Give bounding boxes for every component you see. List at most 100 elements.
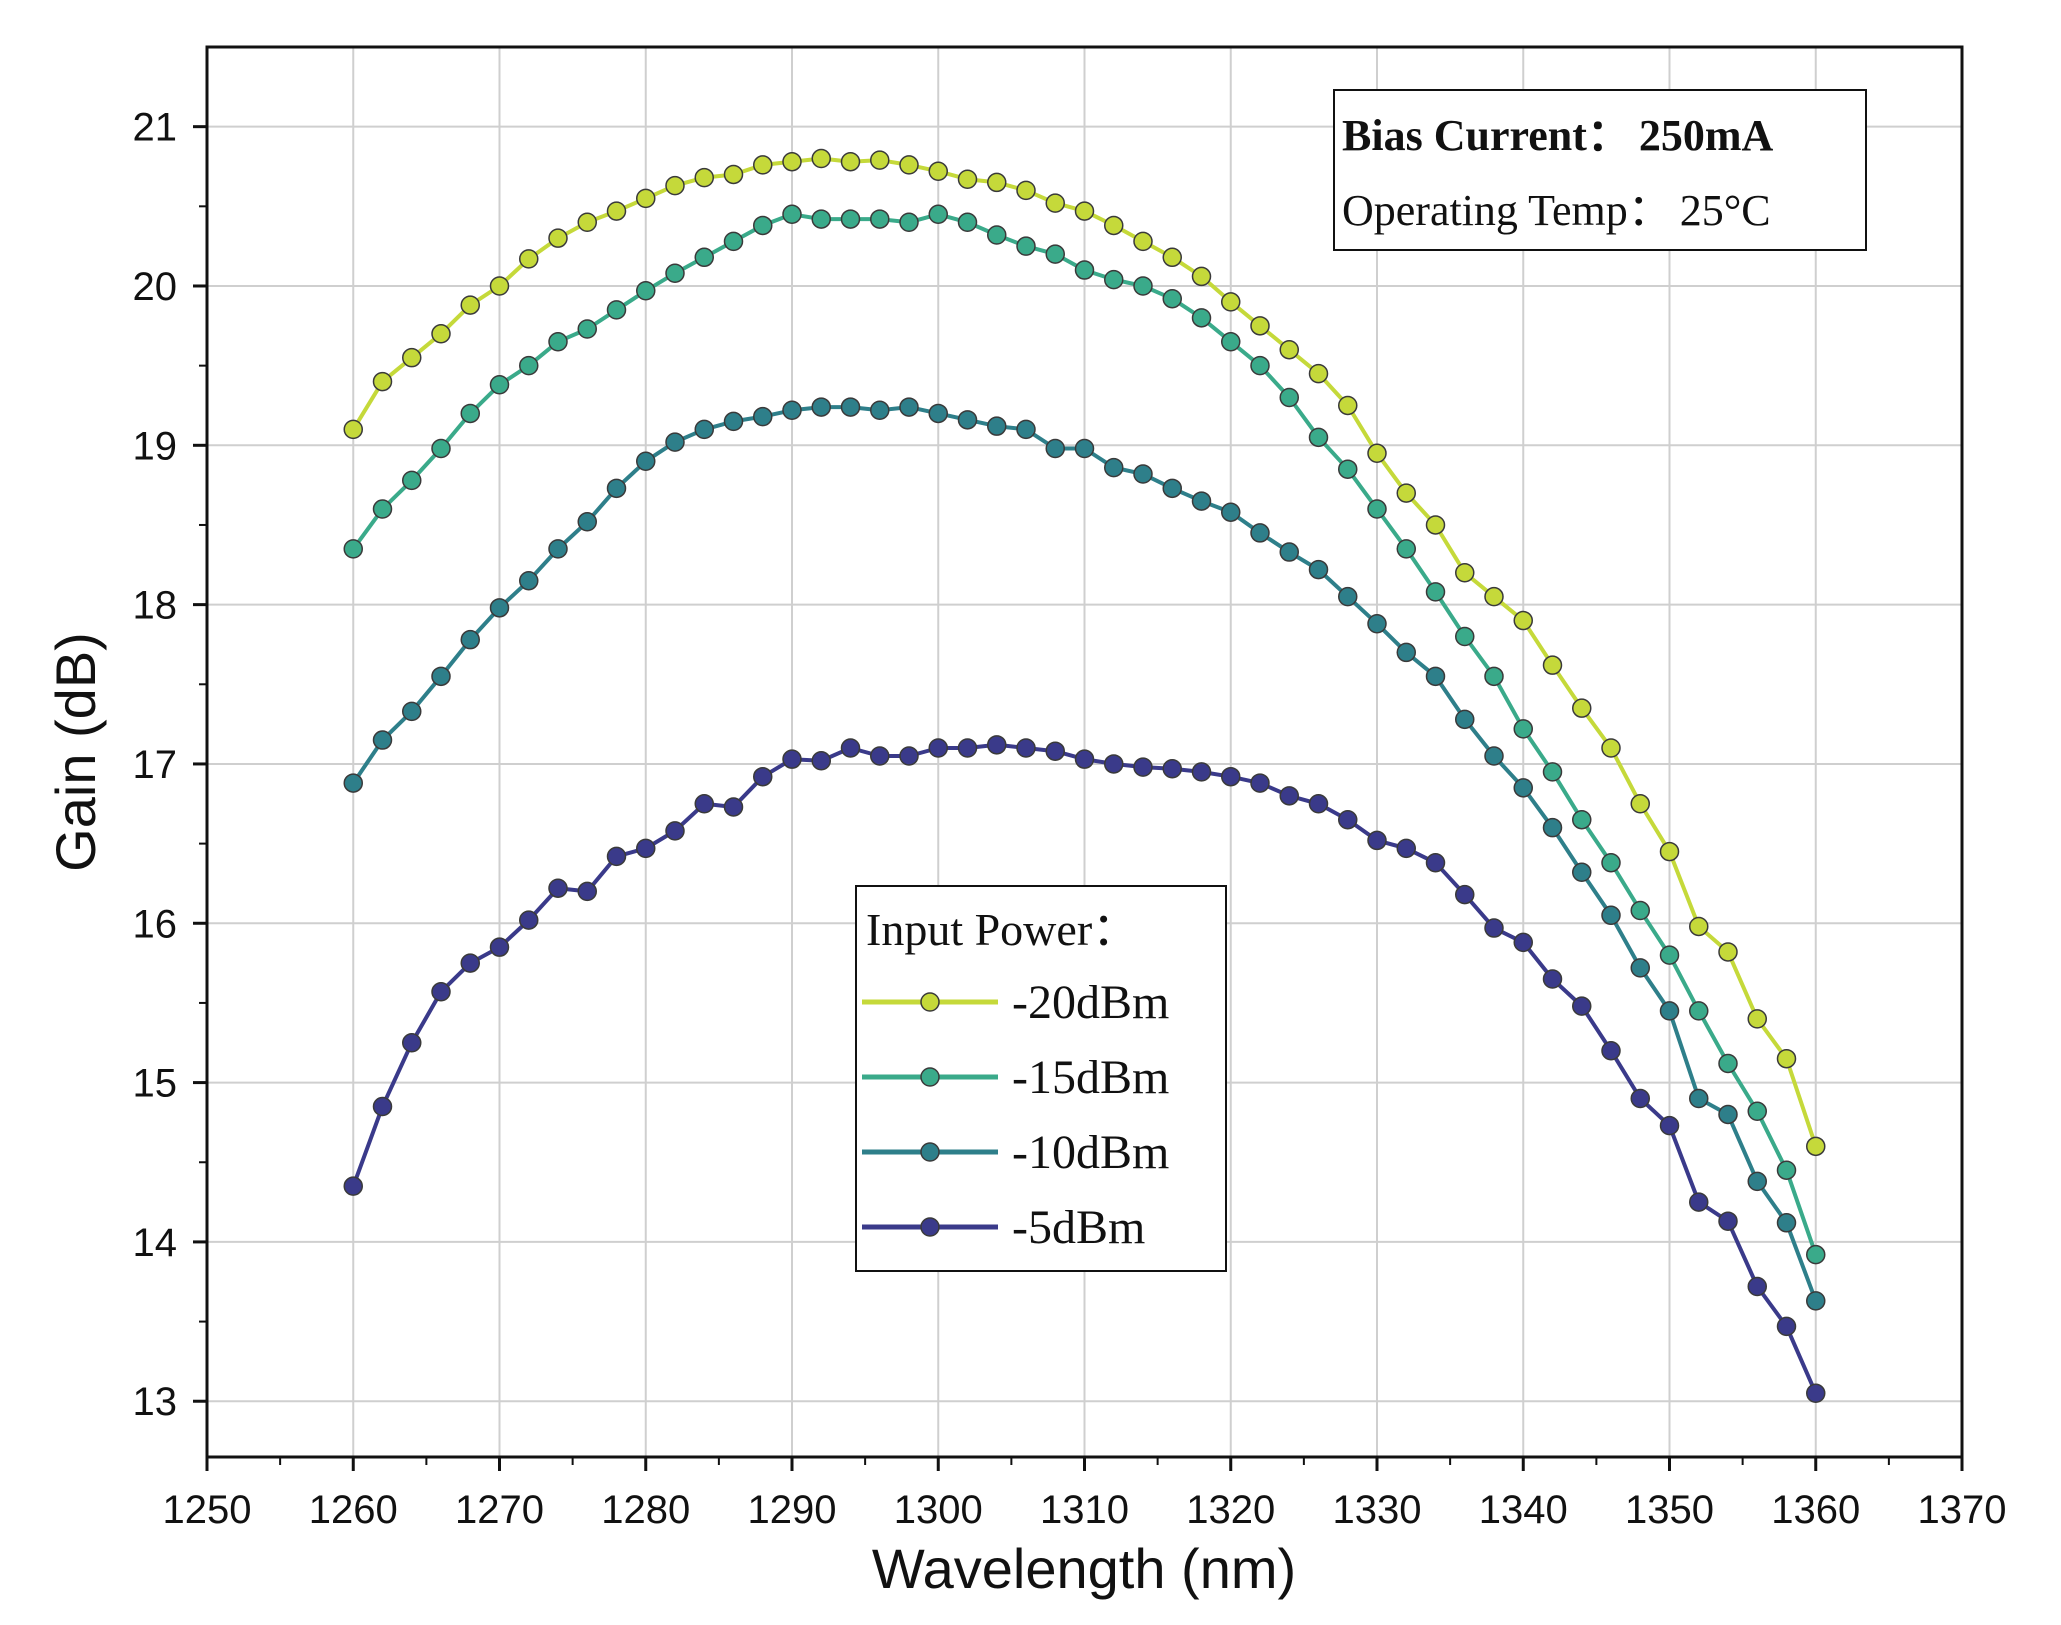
axis-ticks: 1250 1260 1270 1280 1290 1300 1310 1320 1330 1340… <box>133 106 2007 1532</box>
legend-swatch-marker <box>920 1067 940 1087</box>
data-point <box>1104 457 1124 478</box>
data-point <box>343 1176 363 1196</box>
data-point <box>431 438 451 459</box>
data-point <box>811 209 831 229</box>
data-point <box>782 151 802 172</box>
data-point <box>1776 1160 1797 1180</box>
legend: Input Power： -20dBm -15dBm -10dBm -5dBm <box>855 885 1227 1272</box>
data-point <box>431 666 451 687</box>
x-tick-label: 1290 <box>748 1488 837 1532</box>
data-point <box>1191 491 1212 511</box>
x-tick-label: 1300 <box>894 1488 983 1532</box>
data-point <box>636 281 656 301</box>
x-tick-label: 1280 <box>601 1488 690 1532</box>
operating-temp-label: Operating Temp： <box>1342 186 1672 235</box>
data-point <box>1455 709 1475 730</box>
x-tick-label: 1260 <box>309 1488 398 1532</box>
data-point <box>1484 666 1504 687</box>
data-point <box>1630 958 1650 978</box>
data-point <box>1308 559 1329 580</box>
data-point <box>1601 1040 1621 1061</box>
data-point <box>548 539 568 559</box>
data-point <box>928 204 948 225</box>
data-point <box>987 225 1007 245</box>
y-tick-label: 20 <box>133 265 178 309</box>
data-point <box>1542 762 1563 782</box>
data-point <box>1513 610 1533 631</box>
data-point <box>1250 355 1270 376</box>
legend-label: -15dBm <box>1012 1051 1169 1104</box>
data-point <box>1308 427 1329 448</box>
data-point <box>753 406 773 427</box>
data-point <box>1396 642 1416 663</box>
data-point <box>1542 969 1563 989</box>
data-point <box>1425 852 1446 873</box>
data-point <box>606 846 627 867</box>
data-point <box>1601 905 1621 926</box>
data-point <box>870 746 890 766</box>
data-point <box>1279 786 1299 806</box>
data-point <box>489 276 510 296</box>
data-point <box>606 201 627 221</box>
data-point <box>489 375 510 395</box>
data-point <box>1045 741 1065 761</box>
data-point <box>1162 478 1182 499</box>
data-point <box>1162 288 1182 309</box>
data-point <box>840 738 861 758</box>
data-point <box>1162 758 1182 779</box>
data-point <box>460 953 480 973</box>
x-tick-label: 1360 <box>1771 1488 1860 1532</box>
data-point <box>1191 266 1212 287</box>
data-point <box>1747 1009 1767 1029</box>
data-point <box>1455 626 1475 647</box>
data-point <box>1718 1211 1738 1231</box>
data-point <box>431 982 451 1002</box>
data-point <box>694 247 714 268</box>
data-point <box>1045 244 1065 264</box>
data-point <box>343 773 363 793</box>
data-point <box>840 209 861 229</box>
data-point <box>1425 666 1446 687</box>
data-point <box>1279 339 1299 360</box>
x-tick-label: 1350 <box>1625 1488 1714 1532</box>
data-point <box>840 151 861 172</box>
y-tick-label: 16 <box>133 902 178 946</box>
series-3 <box>343 735 1826 1404</box>
data-point <box>372 371 393 392</box>
data-point <box>723 164 744 185</box>
data-point <box>694 794 714 814</box>
data-point <box>1133 757 1153 777</box>
y-tick-label: 13 <box>133 1380 178 1424</box>
data-point <box>519 249 539 269</box>
data-point <box>782 204 802 225</box>
data-point <box>1104 269 1124 290</box>
data-point <box>1425 515 1446 535</box>
x-tick-label: 1330 <box>1333 1488 1422 1532</box>
data-point <box>1045 438 1065 459</box>
data-point <box>1367 443 1387 464</box>
y-tick-label: 21 <box>133 106 178 150</box>
data-point <box>1747 1171 1767 1192</box>
data-point <box>899 212 919 233</box>
data-point <box>1542 817 1563 838</box>
data-point <box>1630 900 1650 921</box>
data-point <box>1191 762 1212 782</box>
series-0 <box>343 148 1826 1157</box>
data-point <box>811 397 831 417</box>
data-point <box>1572 996 1592 1016</box>
series-1 <box>343 204 1826 1265</box>
data-point <box>870 150 890 170</box>
data-point <box>694 167 714 188</box>
data-point <box>1601 852 1621 873</box>
data-point <box>1659 1001 1680 1021</box>
data-point <box>1630 1088 1650 1109</box>
legend-label: -5dBm <box>1012 1201 1145 1254</box>
data-point <box>811 148 831 169</box>
data-point <box>1104 215 1124 236</box>
data-point <box>1455 563 1475 583</box>
data-point <box>782 749 802 769</box>
data-point <box>343 419 363 440</box>
data-point <box>1074 201 1095 221</box>
